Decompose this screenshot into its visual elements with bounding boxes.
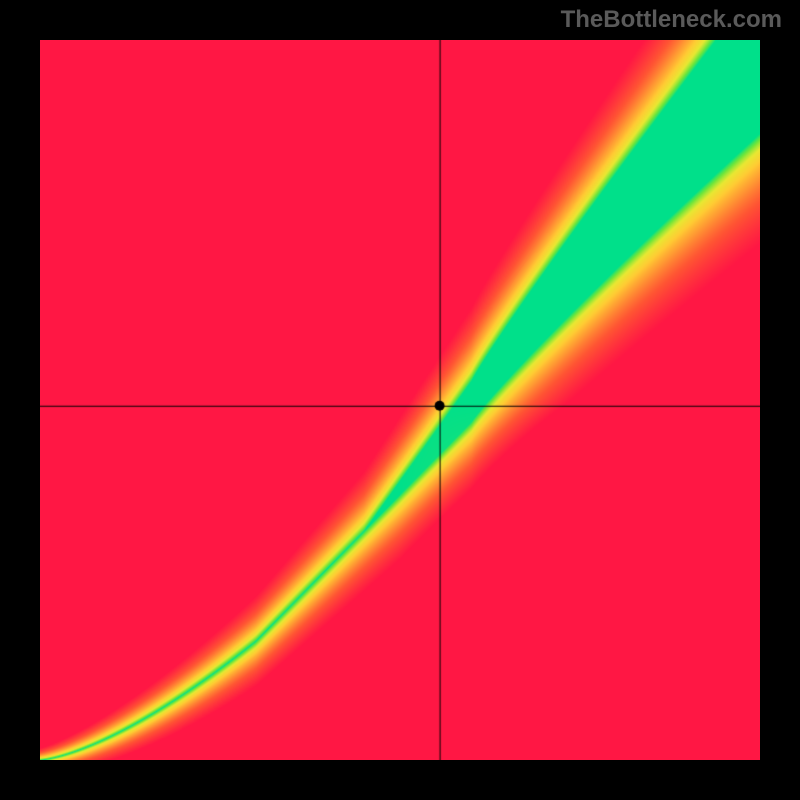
watermark-text: TheBottleneck.com <box>561 6 782 34</box>
heatmap-plot <box>40 40 760 760</box>
heatmap-canvas <box>40 40 760 760</box>
